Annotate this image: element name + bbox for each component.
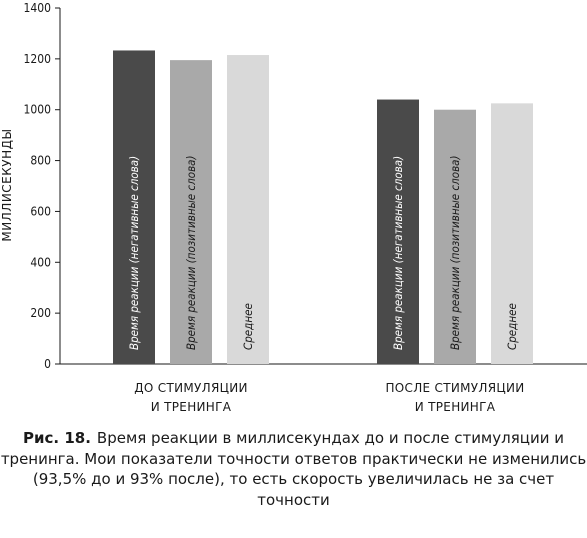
y-tick-label: 400 bbox=[30, 255, 51, 269]
y-tick-label: 200 bbox=[30, 306, 51, 320]
x-category-label: И ТРЕНИНГА bbox=[415, 400, 496, 414]
bar bbox=[377, 99, 419, 365]
caption-prefix: Рис. 18. bbox=[23, 429, 91, 447]
y-tick-label: 600 bbox=[30, 204, 51, 218]
y-ticks: 0 200 400 600 800 1000 1200 1400 bbox=[24, 1, 60, 371]
bar-series-label: Среднее bbox=[241, 303, 255, 350]
y-tick-label: 1400 bbox=[24, 1, 52, 15]
y-tick-label: 800 bbox=[30, 154, 51, 168]
x-axis-labels: ДО СТИМУЛЯЦИИ И ТРЕНИНГА ПОСЛЕ СТИМУЛЯЦИИ И… bbox=[134, 381, 524, 414]
y-tick-label: 1000 bbox=[24, 103, 52, 117]
bar-series-label: Время реакции (позитивные слова) bbox=[184, 155, 198, 350]
bar-chart: МИЛЛИСЕКУНДЫ 0 200 400 600 800 1000 1200 1400 В… bbox=[0, 1, 587, 414]
bar-series-label: Время реакции (негативные слова) bbox=[127, 156, 141, 350]
bar bbox=[113, 50, 155, 365]
bar bbox=[227, 55, 269, 365]
bar-series-label: Время реакции (негативные слова) bbox=[391, 156, 405, 350]
x-category-label: ПОСЛЕ СТИМУЛЯЦИИ bbox=[385, 381, 524, 395]
bars: Время реакции (негативные слова) Время ре… bbox=[113, 50, 533, 365]
y-tick-label: 1200 bbox=[24, 52, 52, 66]
x-category-label: И ТРЕНИНГА bbox=[151, 400, 232, 414]
caption-text: Время реакции в миллисекундах до и после… bbox=[0, 429, 587, 509]
y-axis-label: МИЛЛИСЕКУНДЫ bbox=[0, 128, 14, 241]
bar bbox=[491, 103, 533, 364]
y-tick-label: 0 bbox=[44, 357, 51, 371]
bar-series-label: Среднее bbox=[505, 303, 519, 350]
figure-caption: Рис. 18. Время реакции в миллисекундах до… bbox=[0, 428, 587, 510]
x-category-label: ДО СТИМУЛЯЦИИ bbox=[134, 381, 248, 395]
bar bbox=[170, 60, 212, 364]
bar-series-label: Время реакции (позитивные слова) bbox=[448, 155, 462, 350]
bar bbox=[434, 109, 476, 364]
